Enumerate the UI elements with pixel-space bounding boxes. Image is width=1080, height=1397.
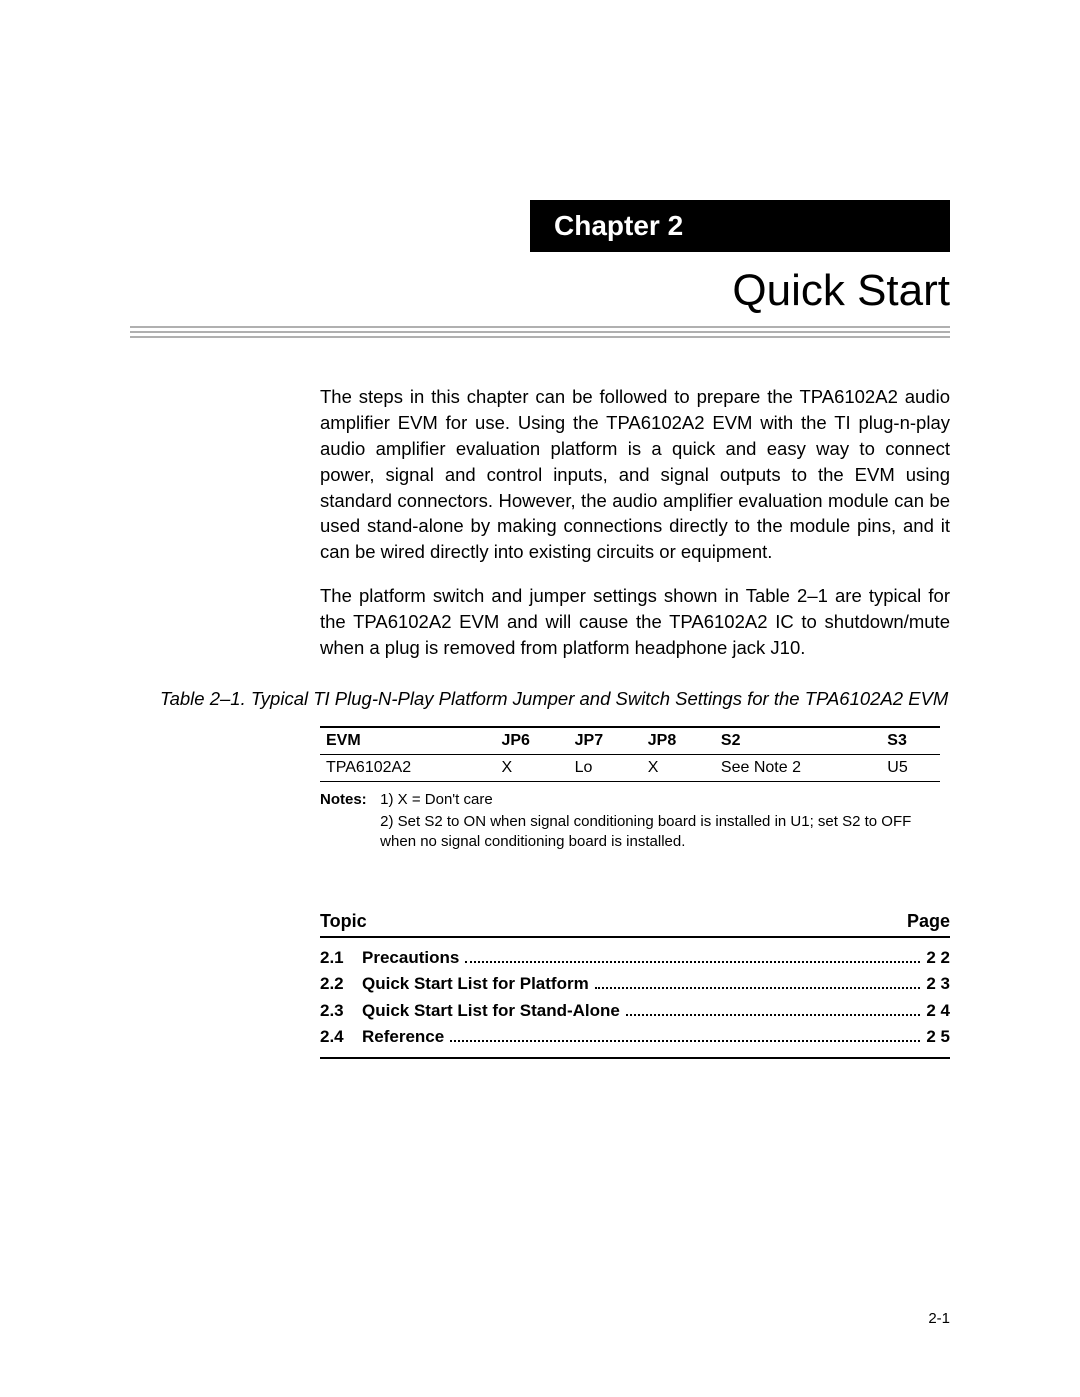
toc-row: 2.2 Quick Start List for Platform 2 3 [320,974,950,994]
toc-page-label: Page [907,911,950,932]
body-text: The steps in this chapter can be followe… [320,384,950,661]
chapter-header: Chapter 2 [130,200,950,252]
toc-page: 2 2 [926,948,950,968]
toc-dots [626,1000,921,1015]
td-jp7: Lo [569,754,642,781]
th-jp8: JP8 [642,727,715,755]
intro-paragraph-1: The steps in this chapter can be followe… [320,384,950,565]
toc-num: 2.2 [320,974,362,994]
toc-title: Quick Start List for Stand-Alone [362,1001,620,1021]
th-evm: EVM [320,727,495,755]
note-1: 1) X = Don't care [380,790,940,810]
th-s3: S3 [881,727,940,755]
rule-2 [130,331,950,333]
toc-header: Topic Page [320,911,950,938]
toc: Topic Page 2.1 Precautions 2 2 2.2 Quick… [320,911,950,1059]
toc-dots [465,948,920,963]
page-number: 2-1 [928,1310,950,1327]
toc-page: 2 3 [926,974,950,994]
td-jp8: X [642,754,715,781]
table-notes: Notes: 1) X = Don't care 2) Set S2 to ON… [320,790,950,855]
rule-1 [130,326,950,328]
td-s3: U5 [881,754,940,781]
toc-title: Reference [362,1027,444,1047]
table-row: TPA6102A2 X Lo X See Note 2 U5 [320,754,940,781]
settings-table: EVM JP6 JP7 JP8 S2 S3 TPA6102A2 X Lo X S… [320,726,940,782]
toc-page: 2 4 [926,1001,950,1021]
table-caption: Table 2–1. Typical TI Plug-N-Play Platfo… [160,687,950,712]
td-jp6: X [495,754,568,781]
toc-num: 2.1 [320,948,362,968]
toc-dots [595,974,921,989]
toc-row: 2.3 Quick Start List for Stand-Alone 2 4 [320,1000,950,1020]
toc-num: 2.3 [320,1001,362,1021]
th-jp7: JP7 [569,727,642,755]
td-s2: See Note 2 [715,754,881,781]
notes-label: Notes: [320,790,376,810]
rule-3 [130,336,950,338]
th-jp6: JP6 [495,727,568,755]
intro-paragraph-2: The platform switch and jumper settings … [320,583,950,661]
toc-title: Quick Start List for Platform [362,974,589,994]
toc-bottom-rule [320,1057,950,1059]
toc-row: 2.1 Precautions 2 2 [320,948,950,968]
toc-dots [450,1027,920,1042]
table-header-row: EVM JP6 JP7 JP8 S2 S3 [320,727,940,755]
toc-page: 2 5 [926,1027,950,1047]
toc-topic-label: Topic [320,911,367,932]
toc-title: Precautions [362,948,459,968]
td-evm: TPA6102A2 [320,754,495,781]
toc-row: 2.4 Reference 2 5 [320,1027,950,1047]
note-2: 2) Set S2 to ON when signal conditioning… [380,812,940,853]
toc-num: 2.4 [320,1027,362,1047]
chapter-label-bar: Chapter 2 [530,200,950,252]
chapter-title: Quick Start [130,266,950,316]
th-s2: S2 [715,727,881,755]
